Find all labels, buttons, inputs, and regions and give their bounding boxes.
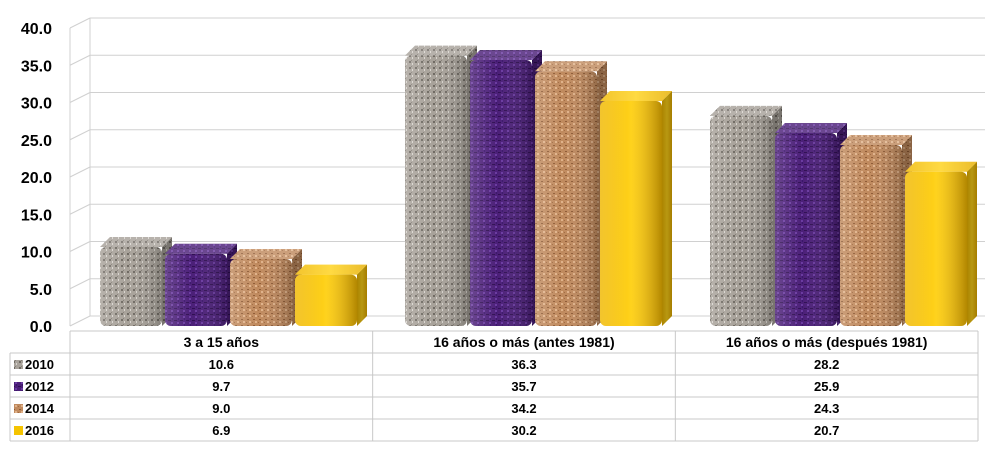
- bar-front-shade: [295, 274, 357, 326]
- data-label: 20.7: [814, 423, 839, 438]
- bar-2016-0: [295, 264, 367, 326]
- y-tick-label: 30.0: [21, 96, 52, 113]
- legend-key-2010: [14, 360, 23, 369]
- bar-2012-0: [165, 243, 237, 326]
- legend-label-2014: 2014: [25, 401, 55, 416]
- bar-top-highlight: [100, 237, 172, 248]
- data-label: 30.2: [511, 423, 536, 438]
- legend-key-2014: [14, 404, 23, 413]
- bar-top: [295, 264, 367, 275]
- bar-2012-1: [470, 50, 542, 326]
- data-label: 28.2: [814, 357, 839, 372]
- data-label: 9.7: [212, 379, 230, 394]
- legend-label-2016: 2016: [25, 423, 54, 438]
- bar-top: [535, 61, 607, 72]
- bar-top-highlight: [230, 248, 302, 259]
- bar-top: [230, 248, 302, 259]
- legend-key-2012: [14, 382, 23, 391]
- bar-2010-0: [100, 237, 172, 326]
- data-label: 9.0: [212, 401, 230, 416]
- bar-2014-1: [535, 61, 607, 327]
- bar-front-shade: [405, 55, 467, 326]
- y-tick-label: 40.0: [21, 21, 52, 38]
- bar-front-shade: [775, 133, 837, 326]
- bar-top: [405, 45, 477, 56]
- y-tick-label: 15.0: [21, 207, 52, 224]
- gridline-diag: [69, 315, 91, 327]
- bar-top: [710, 105, 782, 116]
- bar-top-highlight: [405, 45, 477, 56]
- bar-top: [600, 91, 672, 102]
- data-label: 24.3: [814, 401, 839, 416]
- y-tick-label: 35.0: [21, 58, 52, 75]
- data-label: 34.2: [511, 401, 536, 416]
- category-label: 3 a 15 años: [184, 334, 260, 350]
- bar-side-shade: [967, 161, 977, 326]
- data-label: 10.6: [209, 357, 234, 372]
- legend-key-2016: [14, 426, 23, 435]
- bar-front-shade: [470, 60, 532, 326]
- category-label: 16 años o más (después 1981): [726, 334, 928, 350]
- legend-label-2012: 2012: [25, 379, 54, 394]
- bar-2012-2: [775, 123, 847, 326]
- data-label: 25.9: [814, 379, 839, 394]
- bar-front-shade: [165, 253, 227, 326]
- bar-top-highlight: [905, 161, 977, 172]
- bar-front-shade: [230, 258, 292, 326]
- bar-side: [967, 161, 977, 326]
- bar-side-shade: [662, 91, 672, 326]
- bar-front-shade: [905, 171, 967, 326]
- y-tick-label: 20.0: [21, 170, 52, 187]
- y-tick-label: 10.0: [21, 245, 52, 262]
- gridline-diag: [69, 278, 91, 290]
- category-label: 16 años o más (antes 1981): [433, 334, 614, 350]
- bar-side: [357, 264, 367, 326]
- bar-top-highlight: [470, 50, 542, 61]
- bar-top-highlight: [710, 105, 782, 116]
- bar-front-shade: [710, 115, 772, 326]
- bar-top: [470, 50, 542, 61]
- gridline-diag: [69, 17, 91, 29]
- y-tick-label: 25.0: [21, 133, 52, 150]
- y-tick-label: 5.0: [30, 282, 52, 299]
- bar-front-shade: [600, 101, 662, 326]
- gridline-diag: [69, 203, 91, 215]
- bar-2014-0: [230, 248, 302, 326]
- bar-2016-1: [600, 91, 672, 326]
- bar-front-shade: [100, 247, 162, 326]
- bar-2010-2: [710, 105, 782, 326]
- bar-top-highlight: [535, 61, 607, 72]
- bar-top-highlight: [165, 243, 237, 254]
- gridline-diag: [69, 166, 91, 178]
- y-tick-label: 0.0: [30, 319, 52, 336]
- bar-2016-2: [905, 161, 977, 326]
- gridline-diag: [69, 241, 91, 252]
- bar-2010-1: [405, 45, 477, 326]
- bar-top-highlight: [600, 91, 672, 102]
- bar-side: [662, 91, 672, 326]
- bar-front-shade: [535, 71, 597, 327]
- gridline-diag: [69, 92, 91, 103]
- bar-2014-2: [840, 134, 912, 326]
- legend-label-2010: 2010: [25, 357, 54, 372]
- gridline-diag: [69, 54, 91, 66]
- data-label: 6.9: [212, 423, 230, 438]
- data-label: 36.3: [511, 357, 536, 372]
- bar-top: [905, 161, 977, 172]
- bar-top: [165, 243, 237, 254]
- bar-front-shade: [840, 144, 902, 326]
- gridline-diag: [69, 129, 91, 141]
- bar-top-highlight: [840, 134, 912, 145]
- bar-top: [775, 123, 847, 134]
- bar-top: [100, 237, 172, 248]
- data-label: 35.7: [511, 379, 536, 394]
- bar-side-shade: [357, 264, 367, 326]
- bar-top-highlight: [295, 264, 367, 275]
- bar-top-highlight: [775, 123, 847, 134]
- bar-top: [840, 134, 912, 145]
